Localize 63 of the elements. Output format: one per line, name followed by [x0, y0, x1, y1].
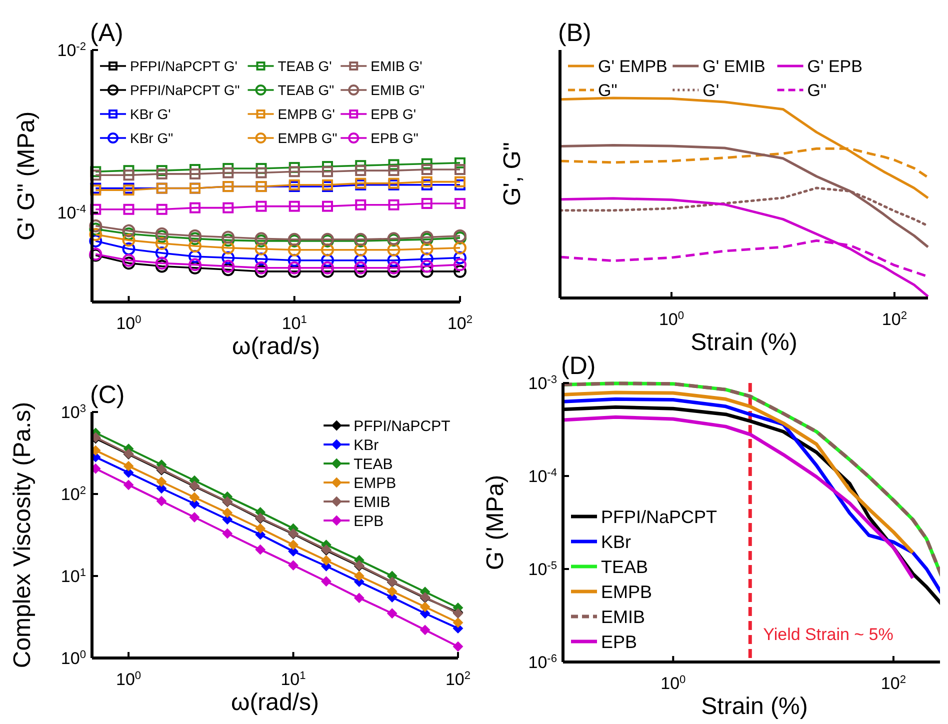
- legend-label: G' EMPB: [598, 57, 668, 76]
- legend-label: G' EMIB: [702, 57, 766, 76]
- chart-title: (D): [561, 352, 596, 380]
- legend-label: EMIB: [354, 494, 390, 511]
- x-tick-label: 10$^{1}$: [280, 670, 306, 689]
- legend-label: EMIB: [601, 606, 646, 627]
- legend-label: EPB G': [370, 106, 416, 122]
- legend-label: PFPI/NaPCPT: [601, 506, 718, 527]
- x-tick-label: 10$^{2}$: [880, 674, 906, 693]
- x-tick-label: 10$^{1}$: [282, 314, 307, 333]
- legend-label: EPB: [354, 512, 384, 530]
- legend-label: TEAB G": [278, 82, 334, 98]
- x-tick-label: 10$^{0}$: [116, 314, 142, 333]
- x-tick-label: 10$^{2}$: [445, 670, 471, 689]
- legend-label: KBr: [354, 436, 379, 454]
- legend-label: PFPI/NaPCPT G": [130, 82, 240, 98]
- y-axis-title: G', G": [499, 142, 526, 206]
- y-tick-label: 10$^{-2}$: [57, 41, 86, 60]
- chart-title: (B): [558, 19, 592, 47]
- legend-label: EMPB G": [278, 130, 338, 146]
- legend-label: KBr: [601, 532, 632, 552]
- x-tick-label: 10$^{0}$: [116, 670, 142, 689]
- legend-label: PFPI/NaPCPT G': [130, 58, 238, 74]
- x-axis-title: Strain (%): [690, 329, 798, 356]
- legend-label: EMPB: [354, 474, 396, 492]
- y-tick-label: 10$^{-3}$: [528, 374, 557, 393]
- y-axis-title: Complex Viscosity (Pa.s): [9, 402, 36, 668]
- x-axis-title: ω(rad/s): [232, 333, 320, 360]
- y-tick-label: 10$^{1}$: [60, 567, 86, 586]
- legend-label: EMPB: [601, 582, 652, 602]
- legend-label: KBr G': [130, 106, 171, 122]
- y-tick-label: 10$^{0}$: [60, 649, 86, 668]
- legend-label: KBr G": [130, 130, 174, 146]
- legend-label: TEAB: [601, 556, 648, 577]
- x-tick-label: 10$^{0}$: [658, 310, 684, 329]
- y-axis-title: G' G" (MPa): [13, 111, 40, 241]
- legend-label: EPB: [601, 632, 638, 652]
- legend-label: PFPI/NaPCPT: [354, 418, 450, 435]
- legend-label: TEAB G': [278, 58, 332, 74]
- y-tick-label: 10$^{-6}$: [528, 653, 557, 672]
- legend-label: G': [702, 81, 720, 100]
- y-tick-label: 10$^{-5}$: [528, 560, 557, 579]
- x-tick-label: 10$^{2}$: [882, 310, 907, 329]
- y-tick-label: 10$^{-4}$: [528, 467, 557, 486]
- x-tick-label: 10$^{0}$: [660, 674, 686, 693]
- legend-label: EMIB G": [370, 82, 425, 98]
- x-axis-title: ω(rad/s): [230, 689, 320, 716]
- chart-title: (C): [90, 381, 125, 409]
- legend-label: G' EPB: [807, 57, 862, 76]
- legend-label: G": [807, 81, 827, 100]
- x-axis-title: Strain (%): [701, 693, 808, 720]
- x-tick-label: 10$^{2}$: [447, 314, 473, 333]
- legend-label: TEAB: [354, 456, 393, 473]
- y-tick-label: 10$^{3}$: [60, 403, 86, 422]
- legend-label: G": [598, 81, 618, 100]
- ref-line-label: Yield Strain ~ 5%: [763, 625, 894, 644]
- y-tick-label: 10$^{-4}$: [57, 204, 86, 223]
- y-axis-title: G' (MPa): [482, 474, 509, 570]
- legend-label: EMIB G': [370, 58, 422, 74]
- legend-label: EMPB G': [278, 106, 335, 122]
- y-tick-label: 10$^{2}$: [60, 485, 86, 504]
- legend-label: EPB G": [370, 130, 418, 146]
- chart-title: (A): [90, 19, 124, 47]
